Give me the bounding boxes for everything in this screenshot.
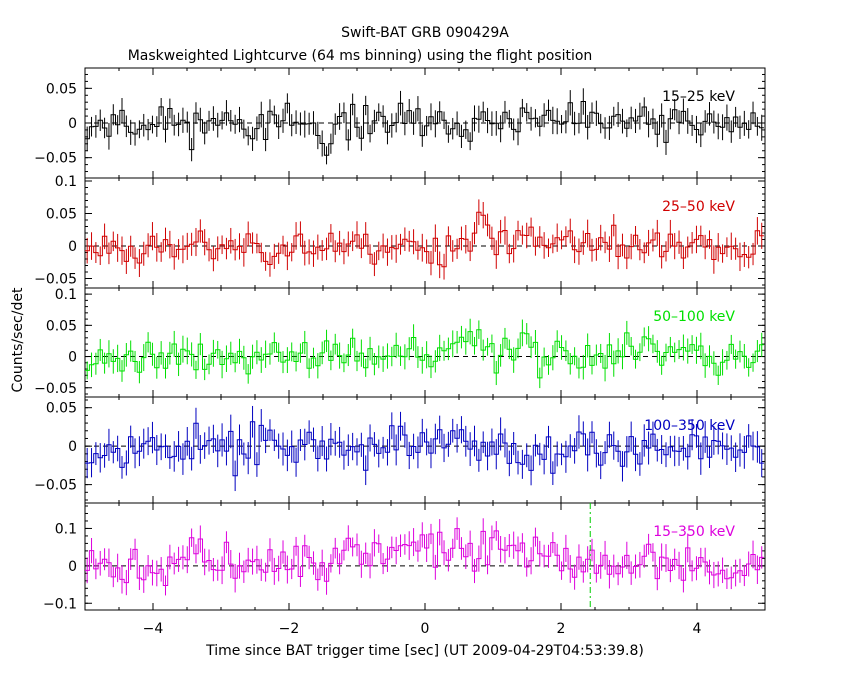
panel-5: −0.1 0 0.1 15–350 keV (43, 502, 766, 612)
y-tick-label: 0.05 (46, 401, 77, 417)
y-tick-label: −0.05 (34, 478, 77, 494)
y-tick-label: 0 (68, 239, 77, 255)
panels-group: −0.05 0 0.05 15–25 keV −0.05 0 0.05 0.1 25–50 ke… (34, 67, 766, 637)
lightcurve-series (85, 211, 764, 268)
lightcurve-series (85, 329, 764, 379)
y-axis-label: Counts/sec/det (10, 287, 26, 392)
panel-4: −0.05 0 0.05 100–350 keV (34, 396, 766, 504)
x-tick-label: 0 (421, 621, 430, 637)
y-tick-label: 0 (68, 350, 77, 366)
x-tick-label: −2 (279, 621, 300, 637)
y-tick-label: 0 (68, 116, 77, 132)
lightcurve-series (85, 421, 764, 477)
x-tick-label: −4 (143, 621, 164, 637)
y-tick-label: −0.05 (34, 151, 77, 167)
band-label: 15–350 keV (653, 524, 735, 540)
y-tick-label: 0 (68, 439, 77, 455)
lightcurve-series (85, 101, 764, 156)
y-tick-label: 0.1 (55, 174, 77, 190)
band-label: 100–350 keV (644, 418, 735, 434)
y-tick-label: −0.05 (34, 272, 77, 288)
band-label: 50–100 keV (653, 309, 735, 325)
y-tick-label: 0.1 (55, 521, 77, 537)
y-tick-label: 0.05 (46, 318, 77, 334)
band-label: 15–25 keV (662, 89, 735, 105)
x-tick-label: 2 (557, 621, 566, 637)
y-tick-label: 0.05 (46, 207, 77, 223)
y-tick-label: −0.1 (43, 596, 77, 612)
x-axis-label: Time since BAT trigger time [sec] (UT 20… (205, 643, 644, 659)
y-tick-label: 0.1 (55, 287, 77, 303)
panel-1: −0.05 0 0.05 15–25 keV (34, 67, 766, 179)
panel-3: −0.05 0 0.05 0.1 50–100 keV (34, 287, 766, 398)
y-tick-label: 0.05 (46, 81, 77, 97)
lightcurve-series (85, 528, 764, 586)
chart-title: Swift-BAT GRB 090429A (341, 25, 509, 41)
panel-2: −0.05 0 0.05 0.1 25–50 keV (34, 174, 766, 289)
x-tick-label: 4 (693, 621, 702, 637)
y-tick-label: −0.05 (34, 381, 77, 397)
chart-subtitle: Maskweighted Lightcurve (64 ms binning) … (128, 48, 593, 64)
band-label: 25–50 keV (662, 199, 735, 215)
y-tick-label: 0 (68, 559, 77, 575)
